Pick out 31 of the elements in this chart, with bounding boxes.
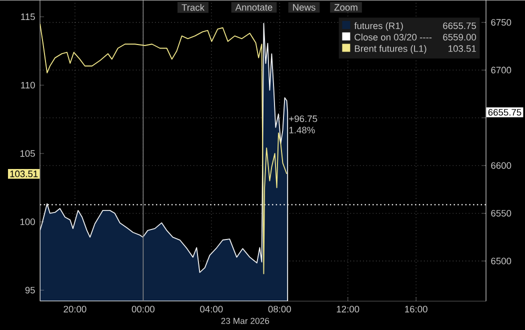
y2-tick-label: 6700 xyxy=(491,66,512,74)
x-axis-title: 23 Mar 2026 xyxy=(221,318,270,324)
annotation: +96.75 xyxy=(289,115,318,122)
x-tick-label: 04:00 xyxy=(200,306,223,312)
y-tick-label: 110 xyxy=(21,82,35,88)
annotation: 6559.00 xyxy=(443,34,476,40)
text: 103.51 xyxy=(10,170,38,177)
y-tick-label: 100 xyxy=(20,218,35,225)
annotation: 103.51 xyxy=(448,45,476,52)
legend-label: Close on 03/20 ---- xyxy=(354,33,432,40)
legend-label: Brent futures (L1) xyxy=(354,44,426,54)
annotation: Track xyxy=(182,4,205,11)
x-tick-label: 08:00 xyxy=(268,306,291,312)
annotation: 1.48% xyxy=(289,126,315,134)
annotation: Zoom xyxy=(334,4,358,10)
annotation: 6655.75 xyxy=(443,22,476,29)
legend-label: futures (R1) xyxy=(354,22,403,31)
y-tick-label: 105 xyxy=(20,150,35,157)
y2-tick-label: 6550 xyxy=(491,210,512,216)
y-tick-label: 115 xyxy=(21,13,35,20)
annotation: News xyxy=(293,4,316,10)
y2-tick-label: 6500 xyxy=(491,258,512,264)
annotation: Annotate xyxy=(235,4,272,10)
y2-tick-label: 6600 xyxy=(491,162,512,169)
y2-tick-label: 6750 xyxy=(491,18,512,26)
y-tick-label: 95 xyxy=(25,286,35,294)
x-tick-label: 16:00 xyxy=(405,306,428,312)
x-tick-label: 20:00 xyxy=(64,306,86,312)
x-tick-label: 00:00 xyxy=(132,306,154,312)
x-tick-label: 12:00 xyxy=(336,306,360,312)
text: 6655.75 xyxy=(488,108,522,116)
